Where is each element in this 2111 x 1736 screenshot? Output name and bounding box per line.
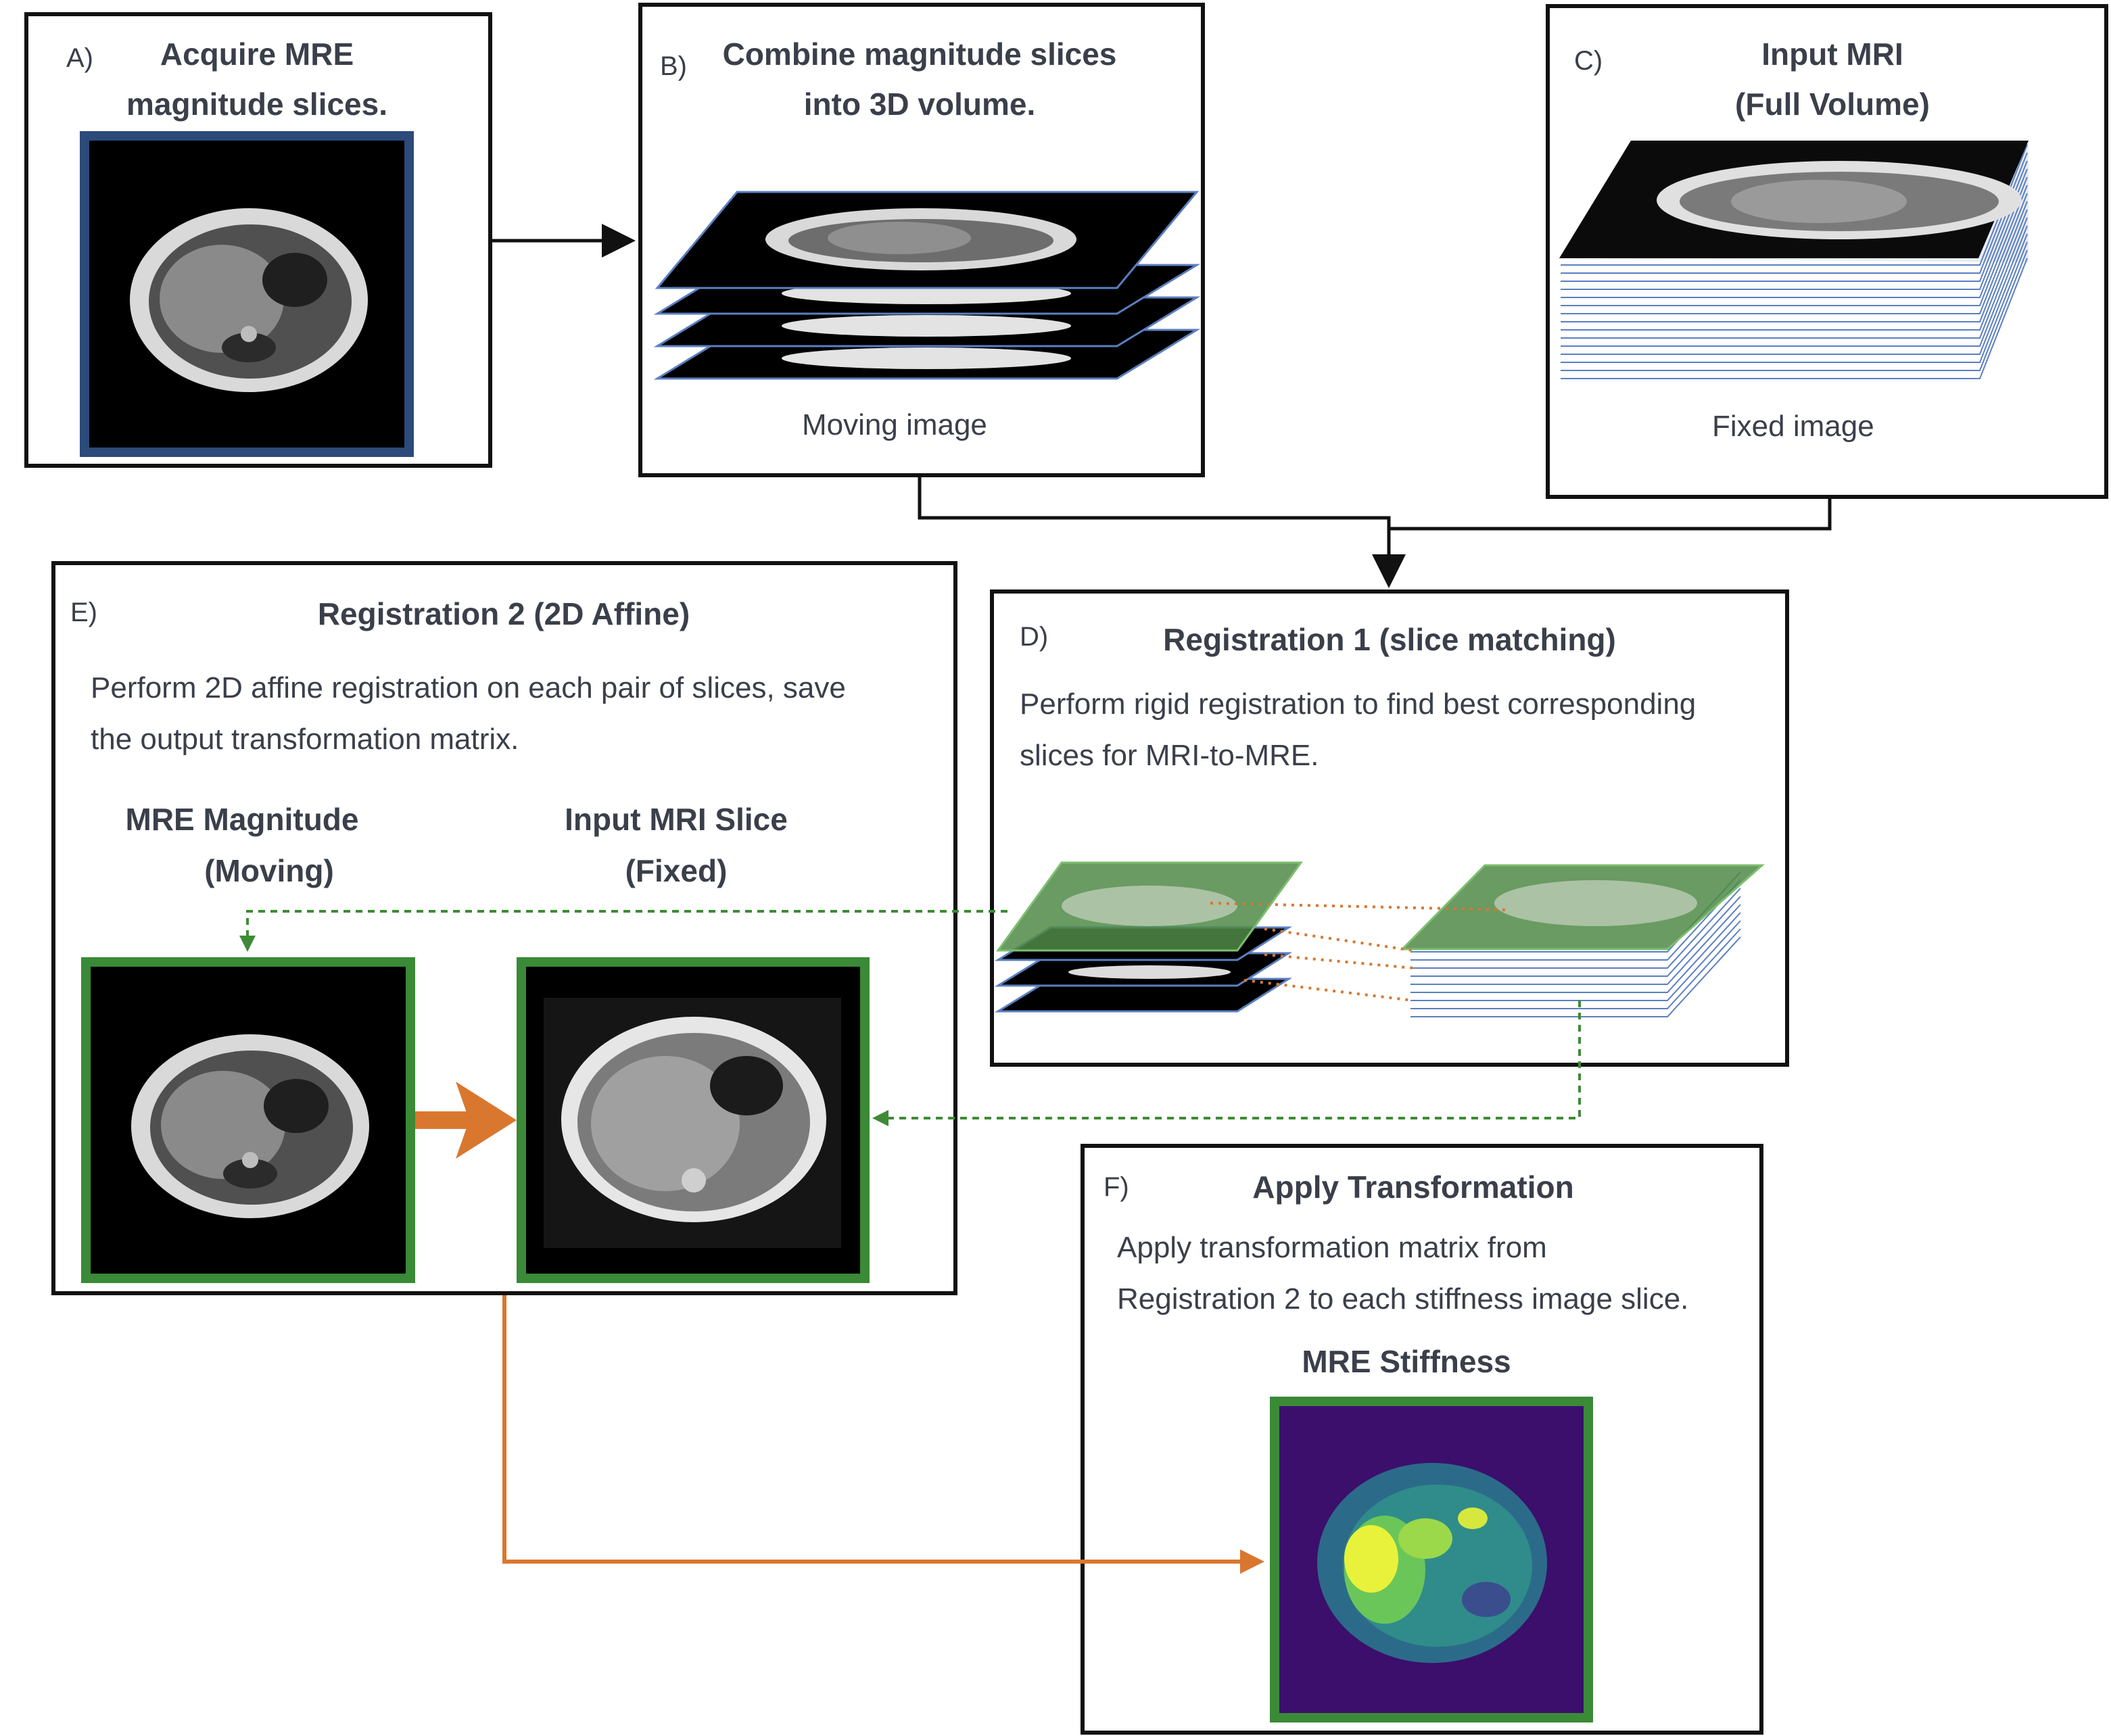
panel-a-title-line1: Acquire MRE — [160, 37, 354, 72]
panel-b-caption: Moving image — [802, 408, 987, 441]
panel-b-title-line2: into 3D volume. — [803, 87, 1036, 122]
panel-b-label: B) — [660, 51, 687, 81]
fixed-stack-small — [1400, 864, 1765, 1017]
panel-e-body-line2: the output transformation matrix. — [91, 723, 519, 756]
moving-label-line2: (Moving) — [204, 853, 334, 888]
panel-d-body-line2: slices for MRI-to-MRE. — [1020, 739, 1319, 772]
slice-correspondence-lines — [1210, 902, 1509, 1002]
moving-label-line1: MRE Magnitude — [125, 802, 359, 837]
panel-c-title-line2: (Full Volume) — [1735, 87, 1930, 122]
abdominal-mri-slice-icon — [80, 131, 414, 457]
panel-a-title-line2: magnitude slices. — [126, 87, 387, 122]
panel-f-label: F) — [1104, 1172, 1129, 1202]
moving-image-stack — [653, 191, 1201, 380]
fixed-label-line1: Input MRI Slice — [565, 802, 788, 837]
panel-a-label: A) — [66, 43, 93, 73]
affine-registration-arrow — [415, 1082, 517, 1159]
panel-e-label: E) — [70, 598, 97, 627]
panel-c-title-line1: Input MRI — [1761, 37, 1903, 72]
dotted-to-moving — [239, 910, 1007, 952]
fixed-image-stack — [1559, 141, 2029, 379]
abdominal-mri-slice-icon — [517, 957, 870, 1283]
mre-magnitude-image-e — [81, 957, 415, 1283]
dotted-to-fixed — [872, 1000, 1581, 1126]
panel-c-caption: Fixed image — [1712, 410, 1874, 443]
fixed-label-line2: (Fixed) — [625, 853, 728, 888]
mre-magnitude-image-a — [80, 131, 414, 457]
panel-f-body-line2: Registration 2 to each stiffness image s… — [1117, 1282, 1689, 1316]
panel-d-label: D) — [1020, 622, 1049, 652]
panel-f-subtitle: MRE Stiffness — [1302, 1344, 1511, 1379]
mre-stiffness-image — [1270, 1397, 1593, 1722]
panel-f-title: Apply Transformation — [1252, 1170, 1574, 1205]
panel-d-title: Registration 1 (slice matching) — [1163, 622, 1616, 657]
stiffness-heatmap-icon — [1270, 1397, 1593, 1722]
moving-stack-small — [994, 861, 1303, 1013]
abdominal-mri-slice-icon — [81, 957, 415, 1283]
connector-c-to-d — [1389, 499, 1832, 531]
panel-c-label: C) — [1574, 46, 1603, 76]
arrow-b-to-d — [918, 477, 1406, 588]
panel-f-body-line1: Apply transformation matrix from — [1117, 1231, 1547, 1264]
panel-b-title-line1: Combine magnitude slices — [722, 37, 1117, 72]
arrow-e-to-f — [502, 1295, 1264, 1574]
mri-slice-image-e — [517, 957, 870, 1283]
panel-e-title: Registration 2 (2D Affine) — [317, 596, 690, 631]
panel-d-body-line1: Perform rigid registration to find best … — [1020, 688, 1697, 721]
panel-e-body-line1: Perform 2D affine registration on each p… — [91, 671, 846, 704]
